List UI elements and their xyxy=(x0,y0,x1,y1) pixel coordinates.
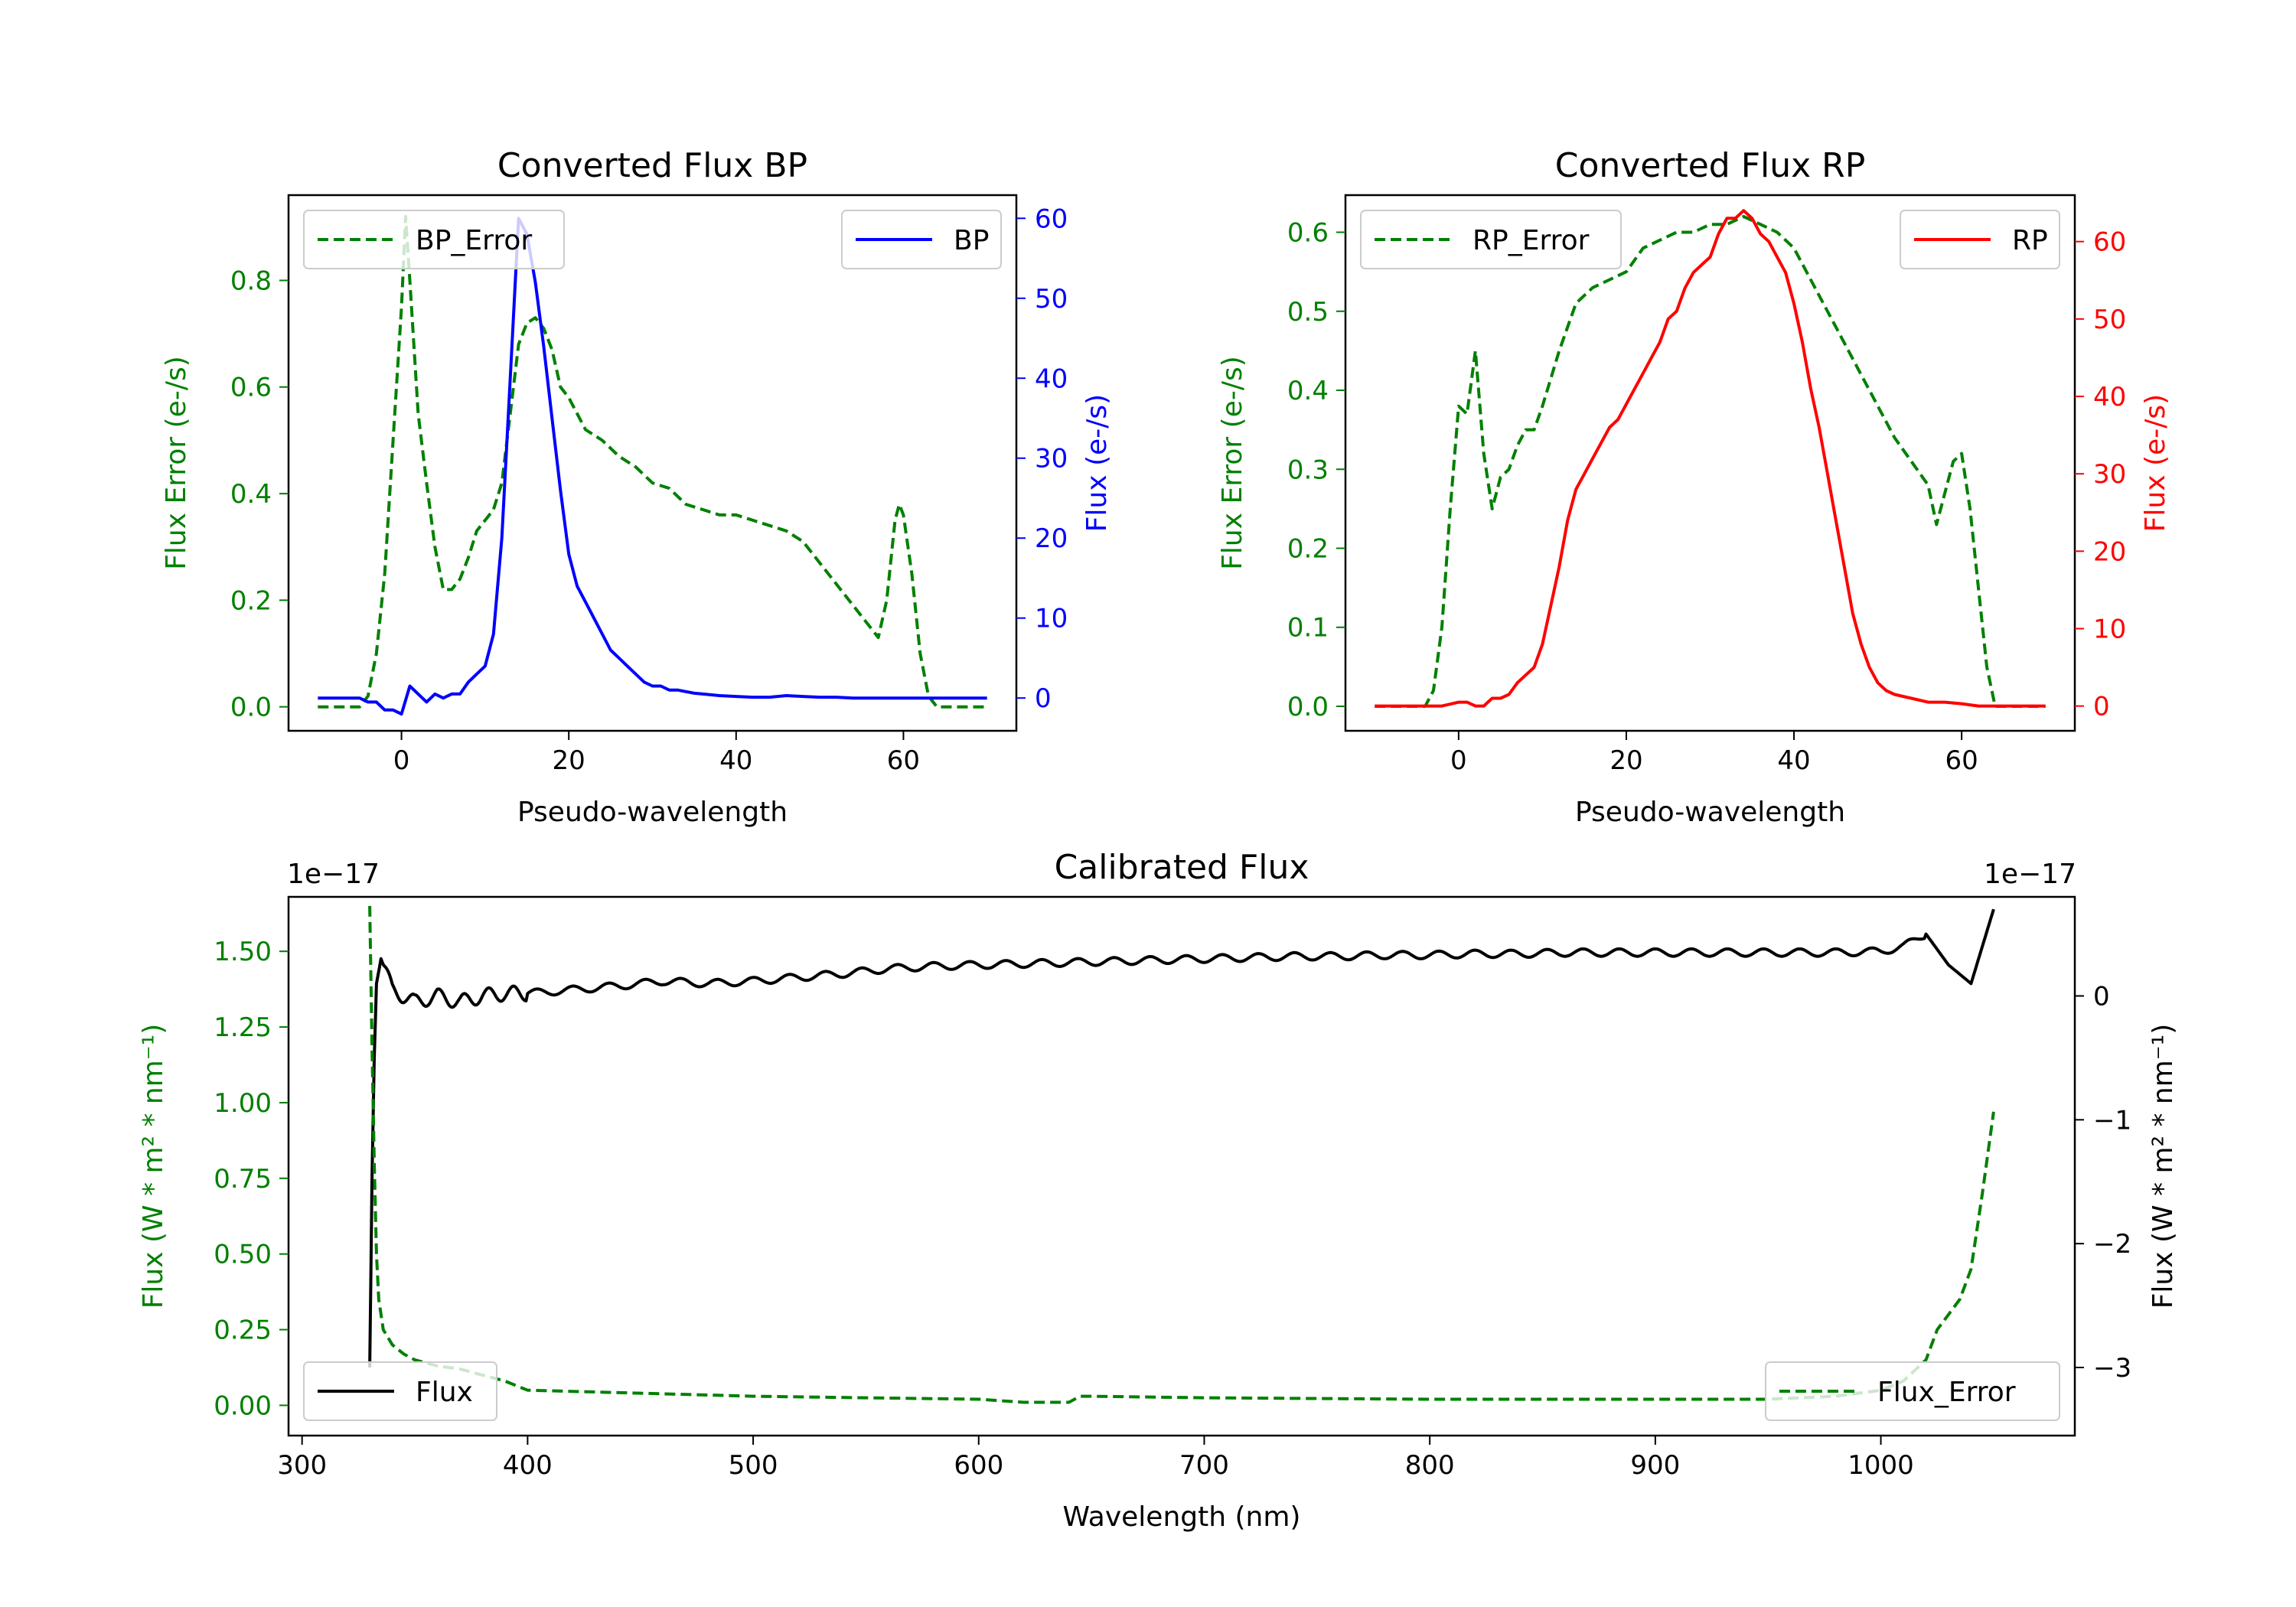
series-rp-line xyxy=(1375,209,2046,708)
x-tick-label: 0 xyxy=(393,745,410,776)
series-bp-error-line xyxy=(318,214,987,709)
legend-label: BP_Error xyxy=(416,225,532,256)
y-left-tick-label: 1.00 xyxy=(214,1088,272,1119)
y-left-tick-label: 1.25 xyxy=(214,1012,272,1043)
y-left-tick-label: 0.00 xyxy=(214,1390,272,1421)
legend-flux: Flux xyxy=(303,1361,497,1421)
y-right-tick-label: 0 xyxy=(1035,683,1052,714)
y-left-tick-label: 0.6 xyxy=(1287,218,1329,249)
y-right-tick-label: 20 xyxy=(2093,536,2126,567)
y-left-tick-label: 0.6 xyxy=(230,373,272,403)
legend-bp-error: BP_Error xyxy=(303,210,565,269)
axes-frame xyxy=(287,194,1018,732)
y-right-tick-label: 10 xyxy=(1035,604,1068,634)
y-right-tick-label: 40 xyxy=(1035,363,1068,394)
x-tick-label: 300 xyxy=(277,1450,327,1481)
legend-frame xyxy=(303,210,565,269)
y-left-tick-label: 0.75 xyxy=(214,1164,272,1195)
y-left-offset-label: 1e−17 xyxy=(287,859,380,890)
series-flux-error-line xyxy=(368,905,1995,1404)
y-right-tick-label: 10 xyxy=(2093,614,2126,644)
y-left-tick-label: 0.4 xyxy=(1287,376,1329,406)
x-axis-label: Wavelength (nm) xyxy=(1063,1501,1301,1533)
y-left-tick-label: 0.25 xyxy=(214,1315,272,1346)
legend-frame xyxy=(1360,210,1622,269)
y-right-tick-label: 50 xyxy=(1035,284,1068,315)
x-tick-label: 40 xyxy=(1777,745,1810,776)
y-right-tick-label: 30 xyxy=(2093,459,2126,490)
y-left-tick-label: 0.5 xyxy=(1287,297,1329,328)
legend-frame xyxy=(303,1361,497,1421)
legend-label: Flux xyxy=(416,1377,473,1408)
y-left-axis-label: Flux (W * m² * nm⁻¹) xyxy=(138,1024,169,1309)
y-left-axis-label: Flux Error (e-/s) xyxy=(1217,356,1248,570)
y-right-tick-label: −2 xyxy=(2093,1229,2131,1260)
x-tick-label: 700 xyxy=(1179,1450,1229,1481)
series-group xyxy=(1375,209,2046,708)
y-left-tick-label: 0.1 xyxy=(1287,613,1329,644)
chart-rp: 0 20 40 60 0.0 0.1 0.2 0.3 0.4 0.5 0.6 0 10 20 30 40 50 6… xyxy=(1217,146,2171,828)
x-tick-label: 20 xyxy=(553,745,585,776)
legend-rp: RP xyxy=(1900,210,2060,269)
y-right-tick-label: −1 xyxy=(2093,1105,2131,1136)
y-right-tick-label: 30 xyxy=(1035,444,1068,474)
y-left-tick-label: 0.3 xyxy=(1287,455,1329,485)
legend-flux-error: Flux_Error xyxy=(1765,1361,2060,1421)
x-tick-label: 60 xyxy=(1945,745,1978,776)
y-right-tick-label: 60 xyxy=(1035,204,1068,234)
y-left-tick-label: 0.8 xyxy=(230,266,272,296)
y-left-tick-label: 0.2 xyxy=(230,585,272,616)
y-left-tick-label: 0.4 xyxy=(230,479,272,510)
y-right-tick-label: 20 xyxy=(1035,523,1068,554)
legend-label: Flux_Error xyxy=(1877,1377,2016,1408)
y-left-tick-label: 0.2 xyxy=(1287,534,1329,565)
chart-cal: 300 400 500 600 700 800 900 1000 0.00 0.25 0.50 0.7… xyxy=(138,848,2179,1533)
legend-bp: BP xyxy=(841,210,1002,269)
legend-label: BP xyxy=(954,225,989,256)
chart-title: Converted Flux BP xyxy=(497,146,807,185)
chart-title: Calibrated Flux xyxy=(1055,848,1309,887)
x-tick-label: 20 xyxy=(1609,745,1642,776)
y-left-axis-label: Flux Error (e-/s) xyxy=(161,356,192,570)
series-flux-line xyxy=(368,908,1995,1368)
x-tick-label: 1000 xyxy=(1848,1450,1914,1481)
axes-frame xyxy=(287,895,2076,1437)
y-left-tick-label: 1.50 xyxy=(214,937,272,967)
y-right-tick-label: 40 xyxy=(2093,382,2126,412)
x-tick-label: 900 xyxy=(1630,1450,1680,1481)
x-tick-label: 400 xyxy=(503,1450,553,1481)
y-right-tick-label: −3 xyxy=(2093,1353,2131,1384)
y-right-axis-label: Flux (e-/s) xyxy=(1081,394,1113,532)
y-left-tick-label: 0.0 xyxy=(1287,692,1329,722)
series-group xyxy=(318,214,987,716)
legend-rp-error: RP_Error xyxy=(1360,210,1622,269)
chart-bp: 0 20 40 60 0.0 0.2 0.4 0.6 0.8 0 10 20 30 40 50 60 Conve… xyxy=(161,146,1113,828)
y-left-tick-label: 0.50 xyxy=(214,1240,272,1270)
x-axis-label: Pseudo-wavelength xyxy=(1575,797,1845,828)
x-tick-label: 600 xyxy=(954,1450,1003,1481)
y-right-axis-label: Flux (W * m² * nm⁻¹) xyxy=(2148,1024,2179,1309)
legend-label: RP xyxy=(2012,225,2048,256)
y-right-tick-label: 50 xyxy=(2093,305,2126,335)
x-axis-label: Pseudo-wavelength xyxy=(517,797,788,828)
legend-label: RP_Error xyxy=(1473,225,1590,256)
x-tick-label: 500 xyxy=(729,1450,778,1481)
x-tick-label: 0 xyxy=(1450,745,1467,776)
y-right-tick-label: 0 xyxy=(2093,692,2110,722)
series-rp-error-line xyxy=(1375,214,2046,708)
y-right-tick-label: 0 xyxy=(2093,981,2110,1012)
y-left-tick-label: 0.0 xyxy=(230,693,272,723)
y-right-offset-label: 1e−17 xyxy=(1984,859,2076,890)
axes-frame xyxy=(1344,194,2076,732)
x-tick-label: 60 xyxy=(887,745,920,776)
x-tick-label: 800 xyxy=(1405,1450,1455,1481)
series-bp-line xyxy=(318,217,987,716)
series-group xyxy=(368,905,1995,1404)
y-right-axis-label: Flux (e-/s) xyxy=(2140,394,2171,532)
y-right-tick-label: 60 xyxy=(2093,227,2126,258)
chart-title: Converted Flux RP xyxy=(1555,146,1866,185)
legend-frame xyxy=(1765,1361,2060,1421)
x-tick-label: 40 xyxy=(719,745,752,776)
